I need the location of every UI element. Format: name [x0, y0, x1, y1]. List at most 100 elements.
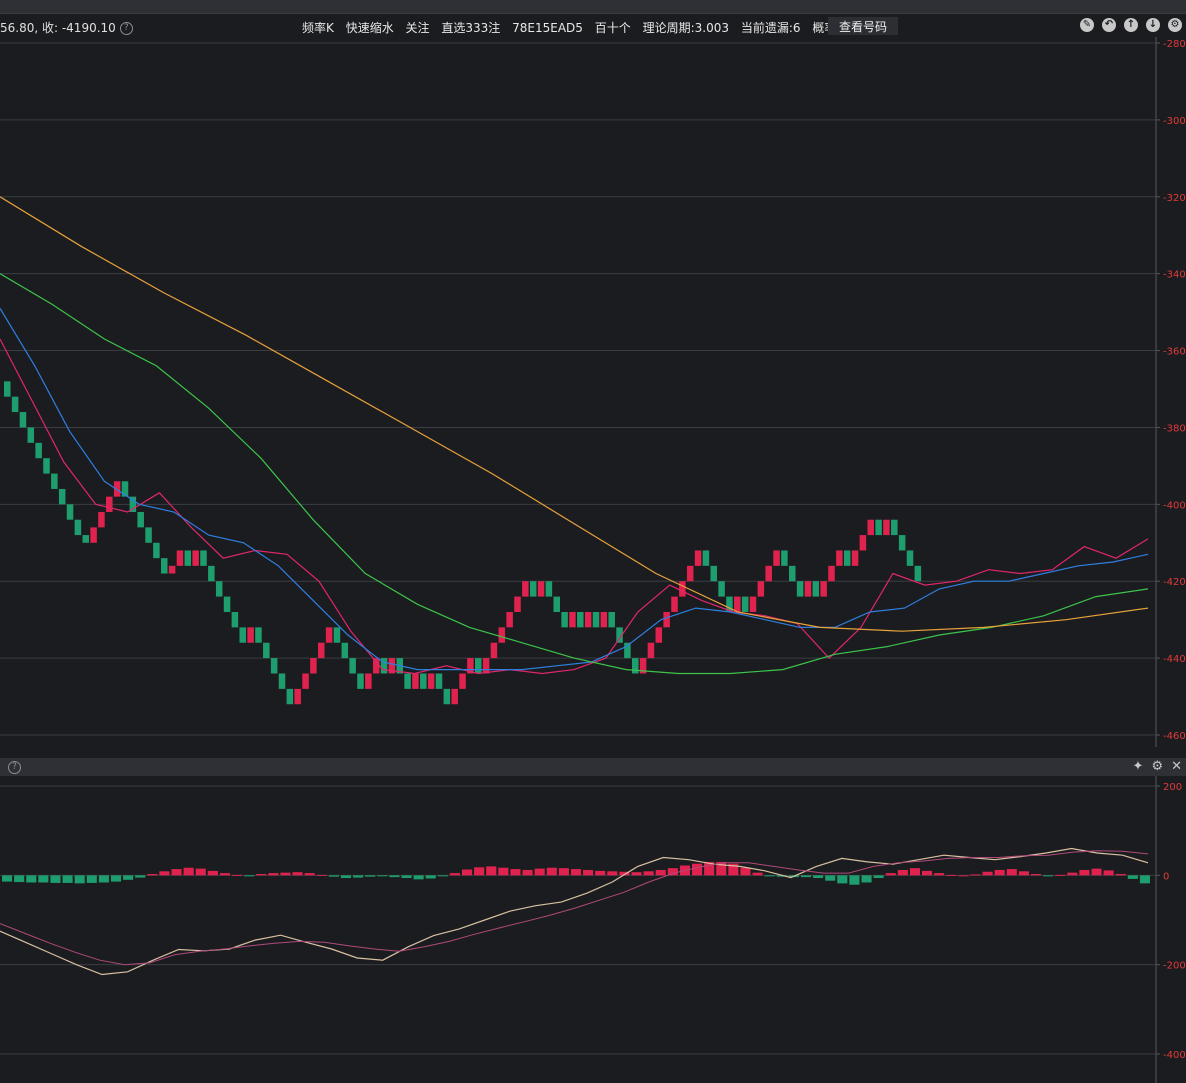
candle — [906, 550, 914, 566]
candle — [600, 611, 608, 628]
candle — [35, 442, 42, 459]
candle — [639, 658, 647, 674]
toolbar-icons: ✎ ↶ ↑ ↓ ⚙ — [1080, 18, 1182, 32]
macd-bar — [486, 866, 497, 876]
macd-bar — [1030, 873, 1042, 876]
macd-bar — [667, 868, 678, 876]
macd-bar — [425, 875, 436, 879]
candle — [404, 673, 411, 689]
main-chart[interactable]: -280 -300 -320 -340 -360 -380 -400 -420 -440 -460 — [0, 37, 1186, 747]
candle — [357, 673, 364, 689]
y-tick-label: 0 — [1163, 871, 1169, 882]
candle — [443, 688, 451, 705]
macd-bar — [776, 875, 787, 877]
candle — [804, 581, 812, 597]
pin-icon[interactable]: ✦ — [1132, 759, 1144, 774]
candle — [19, 412, 27, 428]
candle — [318, 642, 325, 659]
y-tick-label: -280 — [1163, 39, 1186, 50]
macd-bar — [813, 875, 824, 879]
macd-bar — [268, 873, 279, 876]
macd-bar — [583, 869, 594, 876]
gear-icon[interactable]: ⚙ — [1151, 759, 1164, 774]
stats-row: 频率K 快速缩水 关注 直选333注 78E15EAD5 百十个 理论周期:3.… — [302, 19, 887, 36]
freq-k-label[interactable]: 频率K — [302, 21, 334, 35]
candle — [121, 481, 129, 497]
arrow-down-icon[interactable]: ↓ — [1146, 18, 1160, 32]
y-tick-label: -200 — [1163, 961, 1186, 972]
candle — [310, 658, 317, 674]
candle — [51, 473, 58, 489]
macd-dea-line — [0, 850, 1149, 966]
macd-bar — [849, 875, 860, 885]
macd-bar — [1103, 870, 1114, 876]
candle — [741, 596, 749, 612]
candle — [584, 611, 592, 628]
candle — [263, 642, 270, 659]
title-strip — [0, 0, 1186, 14]
selection-count: 直选333注 — [441, 21, 501, 35]
macd-bar — [340, 875, 352, 879]
macd-bar — [26, 875, 37, 883]
macd-bar — [232, 874, 243, 876]
close-icon[interactable]: ✕ — [1171, 759, 1182, 774]
candle — [341, 642, 349, 659]
y-tick-label: -400 — [1163, 500, 1186, 511]
candle — [192, 550, 199, 566]
candle — [388, 658, 396, 674]
candle — [325, 627, 333, 643]
macd-bar — [558, 868, 569, 876]
candle — [734, 596, 741, 612]
macd-bar — [885, 873, 896, 876]
candle — [215, 581, 223, 597]
candle — [482, 658, 490, 674]
follow-label[interactable]: 关注 — [405, 21, 430, 35]
panel-help-icon[interactable]: ? — [8, 761, 21, 774]
ma-line-ma10 — [0, 307, 1149, 671]
macd-chart[interactable]: 200 0 -200 -400 — [0, 776, 1186, 1083]
help-icon[interactable]: ? — [119, 22, 133, 35]
macd-bar — [437, 875, 448, 877]
candle — [459, 673, 466, 689]
arrow-up-icon[interactable]: ↑ — [1124, 18, 1138, 32]
candle — [372, 658, 380, 674]
macd-bar — [171, 869, 182, 876]
macd-bar — [1043, 875, 1054, 877]
macd-bar — [474, 867, 485, 876]
macd-bar — [740, 867, 751, 876]
candle — [718, 581, 725, 597]
candle — [577, 611, 584, 628]
macd-bar — [1115, 873, 1126, 876]
macd-bar — [328, 875, 339, 877]
candle — [694, 550, 702, 566]
fast-filter-label[interactable]: 快速缩水 — [345, 21, 394, 35]
macd-bar — [631, 872, 642, 876]
macd-bar — [825, 875, 836, 881]
candle — [168, 565, 176, 574]
pen-icon[interactable]: ✎ — [1080, 18, 1094, 32]
candle — [514, 596, 521, 612]
macd-bar — [413, 875, 424, 880]
candle — [749, 596, 757, 612]
candle — [11, 396, 19, 413]
candle — [608, 611, 615, 628]
macd-bar — [159, 871, 170, 876]
candle — [490, 642, 498, 659]
macd-bar — [728, 863, 739, 876]
macd-bar — [692, 863, 703, 876]
undo-icon[interactable]: ↶ — [1102, 18, 1116, 32]
macd-bar — [50, 875, 61, 883]
candle — [592, 611, 600, 628]
gear-icon[interactable]: ⚙ — [1168, 18, 1182, 32]
candle — [333, 627, 341, 643]
macd-bar — [655, 869, 666, 876]
macd-bar — [62, 875, 73, 883]
macd-bar — [873, 875, 884, 879]
view-numbers-button[interactable]: 查看号码 — [828, 17, 898, 35]
candle — [294, 688, 301, 705]
y-tick-label: 200 — [1163, 782, 1182, 793]
candle — [223, 596, 231, 612]
candle — [867, 519, 874, 536]
price-info: 56.80, 收: -4190.10? — [0, 19, 133, 36]
candle — [663, 611, 670, 628]
